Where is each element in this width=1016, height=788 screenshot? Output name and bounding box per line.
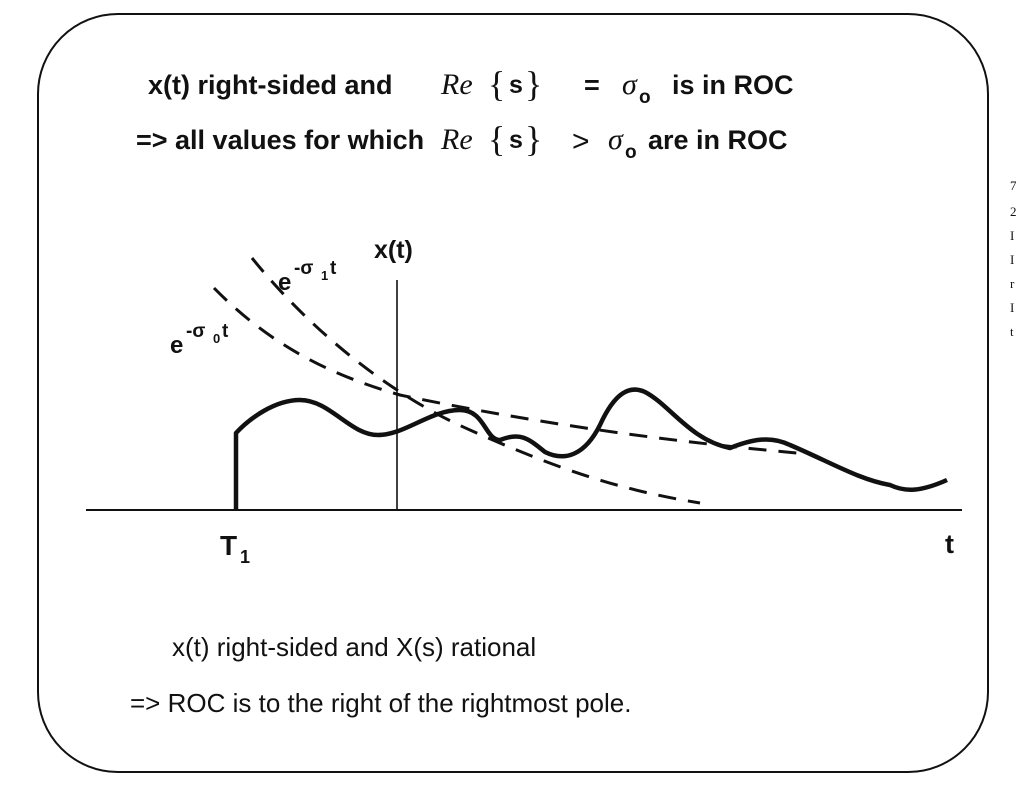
y-axis-label: x(t) [374, 236, 413, 264]
label-exp-sigma0: e -σ 0 t [170, 321, 229, 359]
statement-line-2: => all values for which Re { s } > σ o a… [136, 119, 788, 163]
statement-2-sigma-sub: o [625, 142, 637, 163]
statement-2-re: Re [440, 123, 473, 156]
statement-2-right-brace: } [525, 119, 542, 159]
signal-graph: x(t) t T 1 e -σ 1 t e -σ 0 t [86, 236, 962, 567]
edge-fragment-4: I [1010, 252, 1014, 267]
statement-1-sigma-sub: o [639, 87, 651, 108]
edge-fragment-2: 2 [1010, 204, 1016, 219]
edge-fragment-1: 7 [1010, 178, 1016, 193]
t1-subscript: 1 [240, 547, 250, 567]
statement-2-text: => all values for which [136, 125, 424, 155]
exp0-sub: 0 [213, 331, 220, 346]
statement-1-s: s [509, 71, 523, 99]
edge-fragment-6: I [1010, 300, 1014, 315]
statement-1-sigma: σ [622, 68, 638, 101]
signal-curve [233, 387, 948, 510]
statement-1-left-brace: { [488, 64, 505, 104]
statement-1-right-brace: } [525, 64, 542, 104]
exp1-t: t [330, 258, 337, 279]
exp0-t: t [222, 321, 229, 342]
right-edge-fragments: 7 2 I I r I t [1010, 178, 1016, 339]
edge-fragment-5: r [1010, 276, 1015, 291]
bottom-statement-2: => ROC is to the right of the rightmost … [130, 688, 631, 718]
edge-fragment-3: I [1010, 228, 1014, 243]
slide-frame [37, 13, 989, 773]
exp-curve-sigma1 [250, 257, 701, 505]
x-axis-label: t [945, 529, 954, 559]
statement-1-tail: is in ROC [672, 70, 794, 100]
label-exp-sigma1: e -σ 1 t [278, 258, 337, 296]
bottom-statement-1: x(t) right-sided and X(s) rational [172, 632, 536, 662]
statement-2-left-brace: { [488, 119, 505, 159]
exp1-sub: 1 [321, 268, 328, 283]
t1-label: T [220, 530, 237, 561]
exp0-exponent: -σ [186, 321, 205, 342]
statement-2-s: s [509, 126, 523, 154]
exp0-base: e [170, 332, 183, 359]
statement-2-greater: > [572, 125, 590, 158]
edge-fragment-7: t [1010, 324, 1014, 339]
exp1-base: e [278, 269, 291, 296]
statement-line-1: x(t) right-sided and Re { s } = σ o is i… [148, 64, 794, 108]
statement-1-equals: = [584, 70, 600, 100]
exp-curve-sigma0 [212, 286, 809, 456]
statement-1-text: x(t) right-sided and [148, 70, 393, 100]
exp1-exponent: -σ [294, 258, 313, 279]
statement-1-re: Re [440, 68, 473, 101]
statement-2-tail: are in ROC [648, 125, 788, 155]
statement-2-sigma: σ [608, 123, 624, 156]
